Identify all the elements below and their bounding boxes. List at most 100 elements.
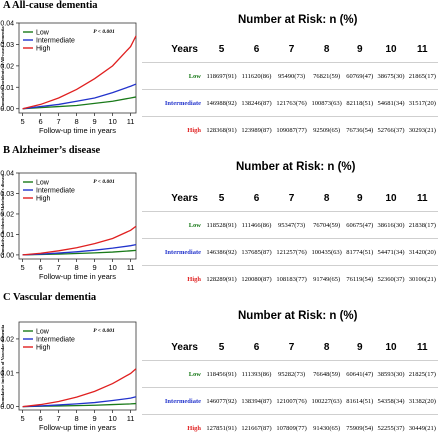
x-tick-label: 10 [108,263,116,272]
risk-cell: 75909(54) [344,415,375,441]
series-line-high [23,369,136,407]
x-tick-label: 9 [93,414,97,423]
risk-group-label: Intermediate [142,388,204,415]
x-tick-label: 5 [21,414,25,423]
p-value-annotation: P < 0.001 [93,29,115,35]
x-tick-label: 7 [57,414,61,423]
year-header: 11 [407,334,438,361]
x-tick-label: 6 [39,414,43,423]
risk-cell: 81774(51) [344,239,375,266]
risk-cell: 52255(37) [375,415,406,441]
x-tick-label: 11 [127,414,135,423]
risk-cell: 128368(91) [204,117,239,144]
risk-cell: 76704(59) [309,212,344,239]
p-value-annotation: P < 0.001 [93,179,115,185]
x-tick-label: 10 [108,117,116,126]
years-header: Years [142,36,204,63]
risk-cell: 121667(87) [239,415,274,441]
risk-title: Number at Risk: n (%) [236,161,356,173]
risk-cell: 118528(91) [204,212,239,239]
risk-cell: 30106(21) [407,266,438,293]
risk-cell: 109087(77) [274,117,309,144]
y-axis-label: Cumulative incidents of Alzheimer's dise… [0,174,5,258]
risk-cell: 127851(91) [204,415,239,441]
series-line-high [23,226,136,255]
risk-cell: 21838(17) [407,212,438,239]
risk-group-label: Low [142,63,204,90]
risk-cell: 118697(91) [204,63,239,90]
risk-cell: 54358(34) [375,388,406,415]
risk-cell: 95490(73) [274,63,309,90]
legend-label: High [36,46,51,53]
risk-cell: 146988(92) [204,90,239,117]
x-tick-label: 11 [127,117,135,126]
risk-cell: 76119(54) [344,266,375,293]
risk-cell: 111393(86) [239,361,274,388]
year-header: 10 [375,36,406,63]
p-value-annotation: P < 0.001 [93,328,115,334]
year-header: 11 [407,36,438,63]
x-tick-label: 11 [127,263,135,272]
risk-cell: 91749(65) [309,266,344,293]
risk-cell: 92509(65) [309,117,344,144]
legend-label: High [36,196,51,203]
year-header: 8 [309,36,344,63]
risk-cell: 30293(21) [407,117,438,144]
risk-cell: 121007(76) [274,388,309,415]
risk-cell: 100873(63) [309,90,344,117]
y-axis-label: Cumulative incidents of Vascular dementi… [0,324,5,407]
legend-label: Intermediate [36,337,75,344]
risk-cell: 76821(59) [309,63,344,90]
y-axis-label: Cumulative incidents of All-cause dement… [0,26,5,110]
risk-group-label: Intermediate [142,90,204,117]
legend-label: Intermediate [36,188,75,195]
year-header: 6 [239,36,274,63]
risk-cell: 128289(91) [204,266,239,293]
risk-cell: 121257(76) [274,239,309,266]
year-header: 7 [274,185,309,212]
risk-cell: 107809(77) [274,415,309,441]
risk-cell: 38616(30) [375,212,406,239]
year-header: 10 [375,185,406,212]
legend-label: Intermediate [36,38,75,45]
risk-cell: 121763(76) [274,90,309,117]
risk-cell: 100227(63) [309,388,344,415]
risk-group-label: Intermediate [142,239,204,266]
risk-cell: 54471(34) [375,239,406,266]
year-header: 11 [407,185,438,212]
risk-cell: 123989(87) [239,117,274,144]
risk-cell: 60769(47) [344,63,375,90]
risk-group-label: High [142,117,204,144]
year-header: 8 [309,334,344,361]
risk-group-label: High [142,415,204,441]
legend-label: Low [36,329,50,336]
x-tick-label: 7 [57,117,61,126]
risk-cell: 76736(54) [344,117,375,144]
year-header: 6 [239,334,274,361]
risk-cell: 137685(87) [239,239,274,266]
risk-cell: 118456(91) [204,361,239,388]
risk-cell: 38675(30) [375,63,406,90]
year-header: 7 [274,334,309,361]
plot-frame [19,23,136,113]
x-tick-label: 5 [21,263,25,272]
risk-cell: 60641(47) [344,361,375,388]
x-axis-label: Follow-up time in years [39,272,116,281]
risk-cell: 108183(77) [274,266,309,293]
x-axis-label: Follow-up time in years [39,423,116,432]
year-header: 5 [204,185,239,212]
risk-group-label: High [142,266,204,293]
x-tick-label: 8 [75,263,79,272]
risk-cell: 95282(73) [274,361,309,388]
